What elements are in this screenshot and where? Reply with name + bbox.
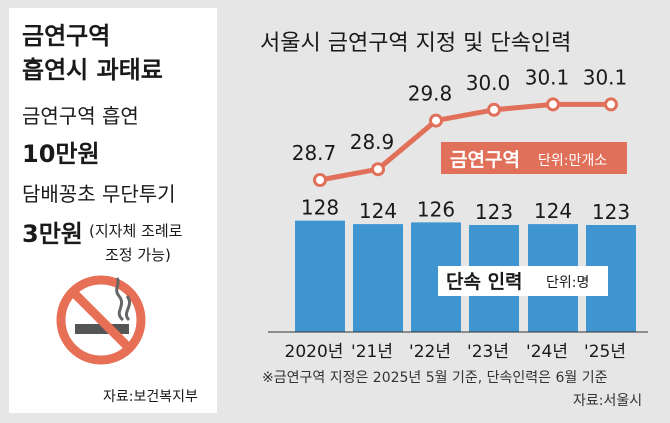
bar-legend-box: [438, 266, 608, 296]
line-series: [319, 101, 611, 183]
panel-title-line2: 흡연시 과태료: [22, 56, 163, 84]
smoke-icon-2: [124, 295, 132, 322]
smoke-icon: [115, 277, 125, 322]
bar-value-label-0: 128: [301, 196, 339, 220]
line-point-2: [429, 113, 443, 128]
line-point-5: [604, 97, 618, 112]
bar-1: [353, 224, 403, 332]
line-value-label-0: 28.7: [292, 141, 337, 165]
item2-note-line2: 조정 가능): [105, 246, 171, 264]
cigarette-filter: [119, 324, 129, 334]
item1-label: 금연구역 흡연: [22, 104, 139, 128]
item2-label: 담배꽁초 무단투기: [22, 182, 176, 206]
x-tick-label-4: '24년: [526, 342, 568, 362]
item2-amount: 3만원: [22, 220, 83, 248]
bar-legend-name: 단속 인력: [446, 271, 523, 293]
x-tick-label-1: '21년: [351, 342, 393, 362]
line-value-label-2: 29.8: [408, 82, 453, 106]
bars-layer: 128 124 126 123 124 123: [295, 196, 636, 332]
line-value-label-1: 28.9: [350, 130, 395, 154]
footnote: ※금연구역 지정은 2025년 5월 기준, 단속인력은 6월 기준: [262, 370, 608, 386]
chart-title: 서울시 금연구역 지정 및 단속인력: [260, 31, 571, 56]
x-tick-labels: 2020년 '21년 '22년 '23년 '24년 '25년: [285, 342, 626, 362]
cigarette-body: [75, 324, 119, 334]
line-point-0: [313, 173, 327, 187]
x-tick-label-5: '25년: [584, 342, 626, 362]
line-value-label-4: 30.1: [525, 65, 570, 89]
no-smoking-slash: [69, 288, 133, 352]
left-panel: 금연구역 흡연시 과태료 금연구역 흡연 10만원 담배꽁초 무단투기 3만원 …: [9, 8, 217, 413]
item2-note-line1: (지자체 조례로: [89, 222, 183, 240]
line-layer: 28.7 28.9 29.8 30.0 30.1 30.1: [292, 65, 628, 187]
line-point-3: [487, 102, 501, 117]
item1-amount: 10만원: [22, 140, 100, 168]
line-value-label-3: 30.0: [466, 71, 511, 95]
line-legend-unit: 단위:만개소: [538, 153, 607, 169]
no-smoking-ring: [56, 275, 146, 365]
bar-value-label-5: 123: [592, 200, 630, 224]
bar-value-label-4: 124: [534, 199, 572, 223]
bar-value-label-3: 123: [475, 200, 513, 224]
panel-title-line1: 금연구역: [22, 22, 111, 50]
line-legend-box: [441, 142, 627, 174]
bar-value-label-2: 126: [417, 197, 455, 221]
bar-value-label-1: 124: [359, 199, 397, 223]
line-value-label-5: 30.1: [583, 65, 628, 89]
bar-0: [295, 220, 345, 332]
chart-source: 자료:서울시: [573, 393, 642, 409]
line-point-1: [371, 162, 385, 177]
x-tick-label-0: 2020년: [285, 342, 344, 362]
bar-legend-unit: 단위:명: [546, 275, 589, 291]
left-source: 자료:보건복지부: [103, 389, 198, 405]
x-tick-label-3: '23년: [467, 342, 509, 362]
no-smoking-icon: [56, 275, 146, 365]
line-legend-name: 금연구역: [450, 149, 520, 171]
line-point-4: [546, 97, 560, 112]
x-tick-label-2: '22년: [409, 342, 451, 362]
